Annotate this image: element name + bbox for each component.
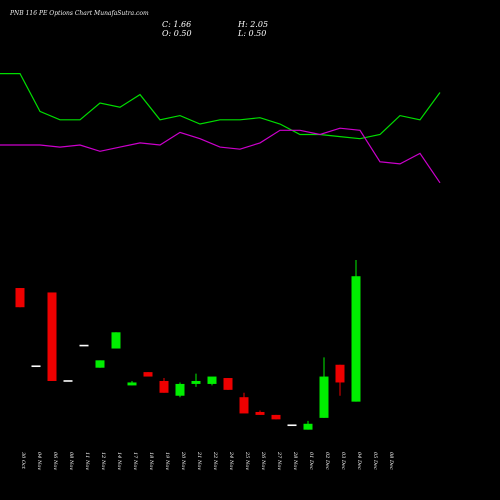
overlay-lines bbox=[0, 72, 441, 184]
x-tick-label: 01 Dec bbox=[308, 452, 314, 470]
candle bbox=[319, 357, 329, 418]
candle bbox=[255, 410, 265, 415]
x-tick-label: 03 Dec bbox=[340, 452, 346, 470]
candle bbox=[351, 260, 361, 402]
close-value: C: 1.66 bbox=[162, 20, 192, 29]
x-tick-label: 05 Dec bbox=[372, 452, 378, 470]
x-tick-label: 26 Nov bbox=[260, 451, 266, 470]
candle bbox=[31, 365, 41, 368]
candle bbox=[239, 392, 249, 414]
x-tick-label: 22 Nov bbox=[212, 451, 218, 470]
candle bbox=[223, 378, 233, 390]
candle bbox=[15, 288, 25, 308]
candle-body bbox=[255, 411, 265, 415]
candle-body bbox=[63, 380, 73, 382]
candles bbox=[15, 260, 361, 430]
open-value: O: 0.50 bbox=[162, 29, 192, 38]
candle-body bbox=[335, 364, 345, 383]
candle-body bbox=[143, 372, 153, 377]
x-tick-label: 30 Oct bbox=[20, 452, 26, 470]
x-tick-label: 21 Nov bbox=[196, 451, 202, 470]
candle-body bbox=[111, 332, 121, 349]
candle bbox=[143, 372, 153, 377]
x-tick-label: 14 Nov bbox=[116, 452, 122, 470]
x-tick-label: 20 Nov bbox=[180, 451, 186, 470]
x-tick-label: 04 Nov bbox=[36, 452, 42, 470]
x-tick-label: 02 Dec bbox=[324, 452, 330, 470]
x-tick-label: 24 Nov bbox=[228, 451, 234, 470]
x-tick-label: 28 Nov bbox=[292, 451, 298, 470]
overlay-line-2 bbox=[0, 127, 441, 184]
low-value: L: 0.50 bbox=[238, 29, 267, 38]
candle-body bbox=[15, 288, 25, 308]
candle-body bbox=[31, 365, 41, 368]
chart-title: PNB 116 PE Options Chart MunafaSutra.com bbox=[10, 10, 149, 17]
candle bbox=[111, 332, 121, 349]
candle-body bbox=[287, 424, 297, 427]
x-tick-label: 12 Nov bbox=[100, 452, 106, 470]
candle-body bbox=[79, 344, 89, 347]
x-tick-label: 25 Nov bbox=[244, 451, 250, 470]
candle bbox=[271, 414, 281, 420]
candle bbox=[335, 364, 345, 396]
x-tick-label: 08 Dec bbox=[388, 452, 394, 470]
candle-body bbox=[159, 380, 169, 393]
candle bbox=[191, 373, 201, 387]
candle-body bbox=[207, 376, 217, 384]
x-tick-label: 11 Nov bbox=[84, 452, 90, 470]
candle bbox=[47, 292, 57, 381]
high-value: H: 2.05 bbox=[238, 20, 269, 29]
x-tick-label: 18 Nov bbox=[148, 452, 154, 470]
candle-body bbox=[303, 423, 313, 430]
candle bbox=[303, 420, 313, 430]
candle-body bbox=[47, 292, 57, 381]
x-tick-label: 06 Nov bbox=[52, 452, 58, 470]
candle-body bbox=[95, 360, 105, 368]
candle-body bbox=[351, 276, 361, 402]
candle bbox=[175, 382, 185, 398]
x-tick-label: 19 Nov bbox=[164, 452, 170, 470]
candle bbox=[79, 344, 89, 347]
candle bbox=[127, 380, 137, 386]
candle bbox=[63, 380, 73, 382]
date-labels: 30 Oct 04 Nov 06 Nov 08 Nov 11 Nov 12 Nov 14 N… bbox=[20, 451, 394, 470]
x-tick-label: 17 Nov bbox=[132, 452, 138, 470]
x-tick-label: 27 Nov bbox=[276, 451, 282, 470]
candle bbox=[95, 360, 105, 368]
candle-body bbox=[271, 414, 281, 420]
candle-body bbox=[223, 378, 233, 390]
x-tick-label: 08 Nov bbox=[68, 452, 74, 470]
overlay-line-1 bbox=[0, 72, 441, 140]
candle-body bbox=[127, 382, 137, 386]
candle-body bbox=[319, 376, 329, 418]
candle bbox=[159, 378, 169, 393]
candle-body bbox=[175, 383, 185, 396]
x-tick-label: 04 Dec bbox=[356, 452, 362, 470]
candle bbox=[207, 376, 217, 386]
candle-body bbox=[191, 380, 201, 384]
candle-body bbox=[239, 397, 249, 414]
candle bbox=[287, 424, 297, 427]
